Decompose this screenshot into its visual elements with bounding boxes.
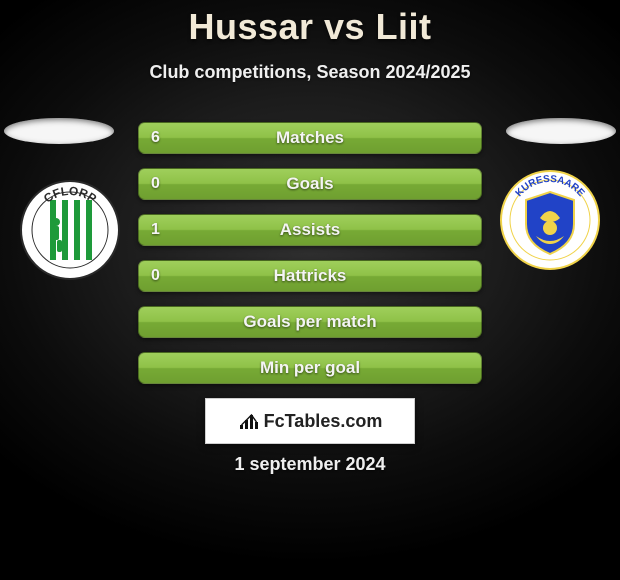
page-title: Hussar vs Liit xyxy=(0,6,620,48)
stat-bar: Goals per match xyxy=(138,306,482,338)
stat-bar: Hattricks0 xyxy=(138,260,482,292)
stat-bar-left-value: 6 xyxy=(151,123,160,153)
stat-bars: Matches6Goals0Assists1Hattricks0Goals pe… xyxy=(138,122,482,384)
left-club-badge-svg: CFLORP xyxy=(20,180,120,280)
left-ellipse xyxy=(4,118,114,144)
right-ellipse xyxy=(506,118,616,144)
stat-bar-label: Min per goal xyxy=(139,353,481,383)
stage: Hussar vs Liit Club competitions, Season… xyxy=(0,0,620,580)
stat-bar-label: Goals per match xyxy=(139,307,481,337)
stat-bar: Min per goal xyxy=(138,352,482,384)
watermark-box: FcTables.com xyxy=(205,398,415,444)
stat-bar-left-value: 0 xyxy=(151,261,160,291)
watermark-chart-icon xyxy=(238,411,258,431)
right-club-badge: KURESSAARE xyxy=(500,170,600,270)
date-text: 1 september 2024 xyxy=(0,454,620,475)
stat-bar-label: Goals xyxy=(139,169,481,199)
stat-bar: Matches6 xyxy=(138,122,482,154)
stat-bar: Assists1 xyxy=(138,214,482,246)
stat-bar-left-value: 0 xyxy=(151,169,160,199)
left-club-badge: CFLORP xyxy=(20,180,120,280)
stat-bar: Goals0 xyxy=(138,168,482,200)
page-subtitle: Club competitions, Season 2024/2025 xyxy=(0,62,620,83)
stat-bar-label: Hattricks xyxy=(139,261,481,291)
stat-bar-label: Matches xyxy=(139,123,481,153)
stat-bar-left-value: 1 xyxy=(151,215,160,245)
right-club-badge-svg: KURESSAARE xyxy=(500,170,600,270)
stat-bar-label: Assists xyxy=(139,215,481,245)
watermark-text: FcTables.com xyxy=(264,411,383,432)
